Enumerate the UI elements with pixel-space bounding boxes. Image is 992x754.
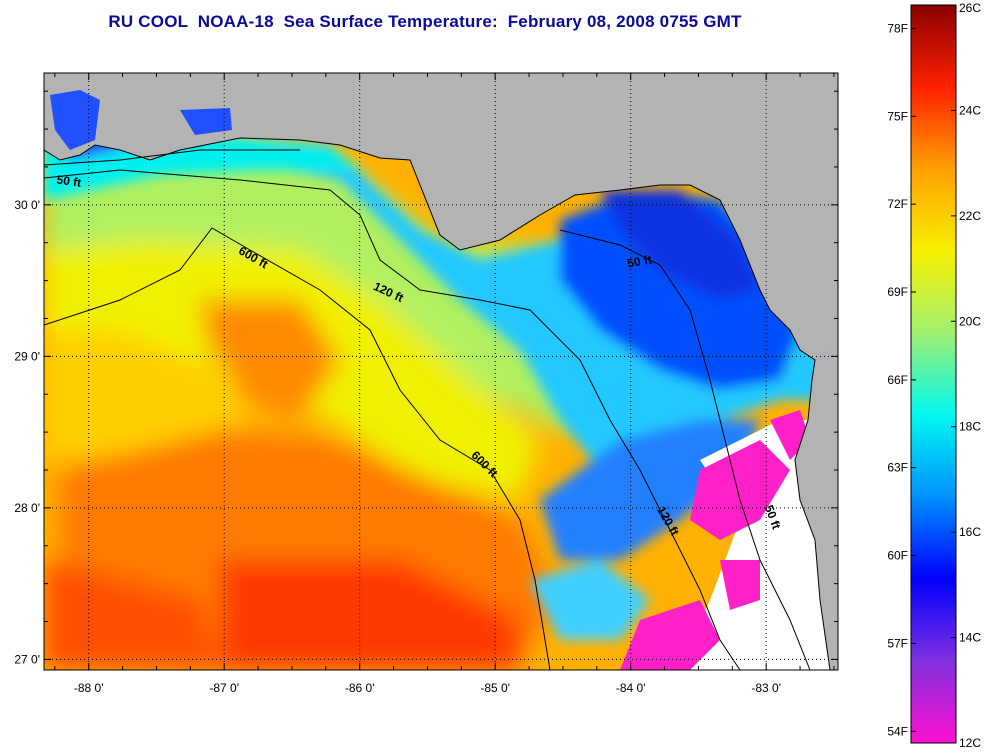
colorbar: 26C 24C 22C 20C 18C 16C 14C 12C 78F 75F 72F 69F 66F… bbox=[887, 1, 981, 750]
contour-600ft bbox=[44, 227, 551, 670]
land-florida-peninsula bbox=[795, 340, 838, 670]
lon-tick-label-1: -87 0' bbox=[209, 681, 239, 695]
chart-title: RU COOL NOAA-18 Sea Surface Temperature:… bbox=[108, 12, 742, 31]
colorbar-c-label-7: 12C bbox=[959, 736, 981, 750]
colorbar-f-label-1: 75F bbox=[887, 109, 908, 123]
colorbar-f-label-4: 66F bbox=[887, 373, 908, 387]
colorbar-c-label-0: 26C bbox=[959, 1, 981, 15]
lat-tick-label-0: 30 0' bbox=[14, 198, 40, 212]
lat-tick-label-1: 29 0' bbox=[14, 349, 40, 363]
lat-tick-label-2: 28 0' bbox=[14, 501, 40, 515]
lon-tick-label-2: -86 0' bbox=[345, 681, 375, 695]
latitude-ticks: 30 0' 29 0' 28 0' 27 0' bbox=[14, 90, 838, 666]
colorbar-f-label-8: 54F bbox=[887, 724, 908, 738]
colorbar-f-label-6: 60F bbox=[887, 549, 908, 563]
colorbar-f-label-0: 78F bbox=[887, 21, 908, 35]
colorbar-c-label-3: 20C bbox=[959, 314, 981, 328]
contour-label-3: 50 ft bbox=[626, 252, 653, 270]
colorbar-c-label-4: 18C bbox=[959, 420, 981, 434]
contour-label-0: 50 ft bbox=[56, 173, 82, 190]
contour-50ft bbox=[44, 149, 811, 670]
mobile-bay-water bbox=[50, 90, 100, 150]
colorbar-f-label-3: 69F bbox=[887, 285, 908, 299]
lon-tick-label-4: -84 0' bbox=[616, 681, 646, 695]
colorbar-ramp bbox=[911, 5, 956, 743]
colorbar-f-label-5: 63F bbox=[887, 461, 908, 475]
lon-tick-label-3: -85 0' bbox=[480, 681, 510, 695]
map-grid bbox=[44, 73, 838, 670]
cloud-edge-magenta bbox=[620, 410, 810, 670]
contour-120ft bbox=[44, 169, 741, 670]
colorbar-fahrenheit-ticks: 78F 75F 72F 69F 66F 63F 60F 57F 54F bbox=[887, 21, 916, 738]
colorbar-c-label-6: 14C bbox=[959, 631, 981, 645]
colorbar-f-label-7: 57F bbox=[887, 636, 908, 650]
lon-tick-label-5: -83 0' bbox=[751, 681, 781, 695]
map-frame bbox=[43, 72, 839, 671]
bay-water bbox=[180, 108, 232, 135]
longitude-ticks: -88 0' -87 0' -86 0' -85 0' -84 0' -83 0' bbox=[54, 73, 835, 695]
lat-tick-label-3: 27 0' bbox=[14, 652, 40, 666]
colorbar-c-label-1: 24C bbox=[959, 103, 981, 117]
land-north bbox=[44, 73, 838, 360]
colorbar-celsius-ticks: 26C 24C 22C 20C 18C 16C 14C 12C bbox=[951, 1, 981, 750]
coastline bbox=[44, 137, 831, 670]
colorbar-frame bbox=[910, 4, 957, 744]
colorbar-c-label-5: 16C bbox=[959, 525, 981, 539]
lon-tick-label-0: -88 0' bbox=[74, 681, 104, 695]
colorbar-f-label-2: 72F bbox=[887, 197, 908, 211]
colorbar-c-label-2: 22C bbox=[959, 209, 981, 223]
